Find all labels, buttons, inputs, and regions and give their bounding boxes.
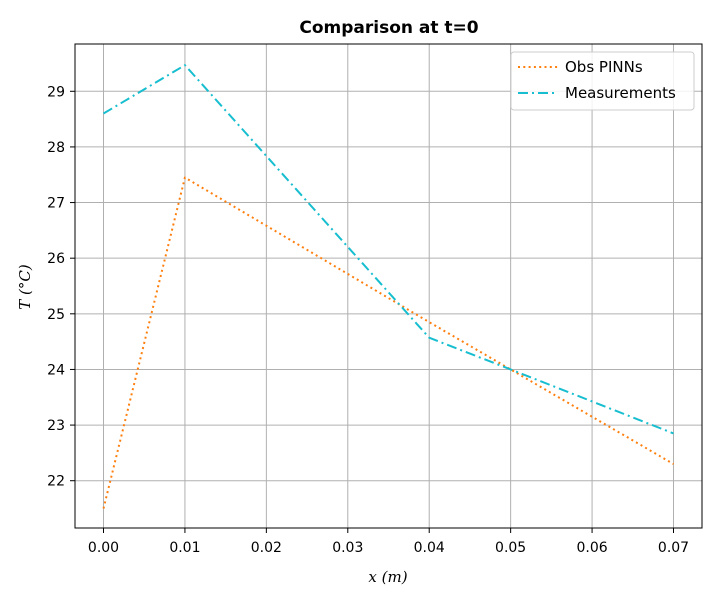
chart-title: Comparison at t=0 xyxy=(299,18,478,38)
series-layer xyxy=(102,64,675,509)
series-line-measurements xyxy=(102,64,674,435)
x-tick-label: 0.07 xyxy=(658,540,689,556)
y-tick-label: 22 xyxy=(47,474,65,490)
y-tick-label: 23 xyxy=(47,418,65,434)
x-tick-label: 0.01 xyxy=(169,540,200,556)
x-axis-label: x (m) xyxy=(368,568,407,586)
y-tick-label: 28 xyxy=(47,140,65,156)
legend: Obs PINNs Measurements xyxy=(510,51,695,111)
series-line-obs-pinns xyxy=(102,176,675,509)
x-tick-label: 0.05 xyxy=(495,540,526,556)
y-tick-label: 25 xyxy=(47,307,65,323)
x-tick-label: 0.02 xyxy=(251,540,282,556)
grid-lines xyxy=(75,44,702,528)
plot-frame xyxy=(74,43,703,529)
y-tick-label: 27 xyxy=(47,196,65,212)
legend-label: Measurements xyxy=(565,84,676,102)
legend-label: Obs PINNs xyxy=(565,58,643,76)
y-axis-label: T (°C) xyxy=(16,264,34,310)
x-tick-label: 0.06 xyxy=(576,540,607,556)
y-tick-label: 29 xyxy=(47,84,65,100)
y-tick-label: 26 xyxy=(47,251,65,267)
y-axis: 22 23 24 25 26 27 28 29 xyxy=(47,84,75,490)
x-axis: 0.00 0.01 0.02 0.03 0.04 0.05 0.06 0.07 xyxy=(88,528,689,556)
x-tick-label: 0.04 xyxy=(414,540,445,556)
x-tick-label: 0.03 xyxy=(332,540,363,556)
x-tick-label: 0.00 xyxy=(88,540,119,556)
y-tick-label: 24 xyxy=(47,362,65,378)
